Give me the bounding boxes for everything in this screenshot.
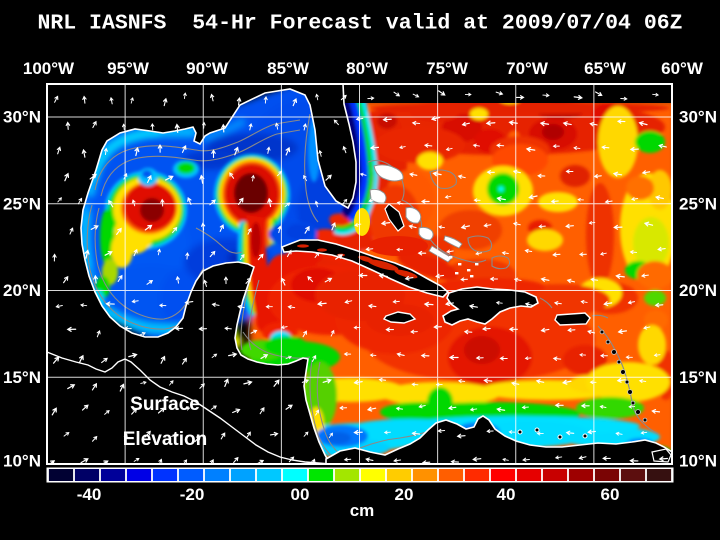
svg-text:40: 40 (497, 485, 516, 504)
svg-text:30°N: 30°N (679, 108, 717, 127)
svg-text:10°N: 10°N (679, 452, 717, 471)
svg-text:75°W: 75°W (426, 59, 469, 78)
svg-text:20°N: 20°N (3, 281, 41, 300)
svg-text:70°W: 70°W (506, 59, 549, 78)
svg-text:25°N: 25°N (679, 194, 717, 213)
svg-text:00: 00 (291, 485, 310, 504)
svg-text:Surface: Surface (130, 394, 200, 415)
svg-text:20°N: 20°N (679, 281, 717, 300)
svg-text:90°W: 90°W (186, 59, 229, 78)
svg-text:-20: -20 (180, 485, 205, 504)
svg-text:85°W: 85°W (267, 59, 310, 78)
svg-text:20: 20 (395, 485, 414, 504)
svg-text:25°N: 25°N (3, 194, 41, 213)
svg-text:60: 60 (601, 485, 620, 504)
svg-text:Elevation: Elevation (123, 429, 207, 450)
svg-text:30°N: 30°N (3, 108, 41, 127)
svg-text:80°W: 80°W (346, 59, 389, 78)
svg-text:NRL IASNFS 54-Hr Forecast val: NRL IASNFS 54-Hr Forecast valid at 2009/… (37, 12, 682, 36)
svg-text:10°N: 10°N (3, 452, 41, 471)
svg-text:95°W: 95°W (107, 59, 150, 78)
svg-text:cm: cm (350, 501, 375, 520)
svg-text:15°N: 15°N (3, 368, 41, 387)
svg-text:100°W: 100°W (23, 59, 75, 78)
svg-text:-40: -40 (77, 485, 102, 504)
svg-text:60°W: 60°W (661, 59, 704, 78)
svg-text:65°W: 65°W (584, 59, 627, 78)
svg-text:15°N: 15°N (679, 368, 717, 387)
